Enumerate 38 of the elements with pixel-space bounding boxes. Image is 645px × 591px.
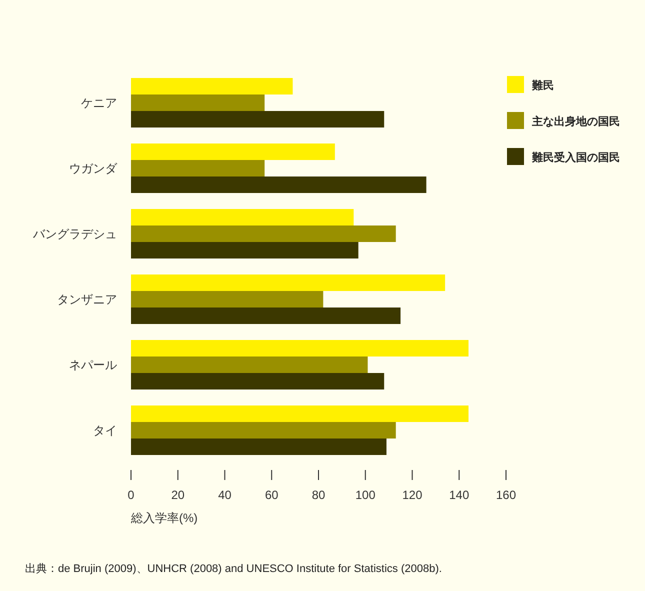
y-tick-label: タンザニア [57,292,117,306]
bar [131,308,401,324]
y-tick-label: ネパール [69,358,117,372]
x-tick-label: 80 [312,488,326,502]
legend-label: 難民 [531,79,554,92]
x-tick-label: 0 [128,488,135,502]
y-tick-label: バングラデシュ [32,226,117,241]
bar [131,160,265,176]
bar [131,209,354,226]
bar [131,356,368,373]
bar [131,438,386,455]
x-tick-label: 100 [355,488,376,502]
source-note: 出典：de Brujin (2009)、UNHCR (2008) and UNESCO Institute for Statistics (2008b). [25,562,442,575]
y-tick-label: ケニア [81,96,117,110]
x-tick-label: 60 [264,488,279,502]
bar [131,78,293,94]
y-tick-label: ウガンダ [69,161,118,176]
legend-label: 主な出身地の国民 [531,115,620,128]
bar [131,373,384,390]
bar [131,94,265,111]
x-axis-title: 総入学率(%) [130,511,198,525]
x-tick-label: 140 [449,488,470,502]
bar [131,144,335,160]
bar [131,291,324,308]
bar [131,340,468,356]
bar [131,111,384,128]
x-tick-label: 20 [171,488,185,502]
bar [131,226,396,242]
bar [131,422,396,438]
bar [131,274,446,291]
bar [131,176,426,193]
legend-label: 難民受入国の国民 [531,151,620,164]
y-tick-label: タイ [93,423,117,438]
bar [131,406,468,422]
bar [131,242,358,258]
x-tick-label: 40 [218,488,232,502]
x-tick-label: 160 [496,488,516,502]
x-tick-label: 120 [402,488,423,502]
